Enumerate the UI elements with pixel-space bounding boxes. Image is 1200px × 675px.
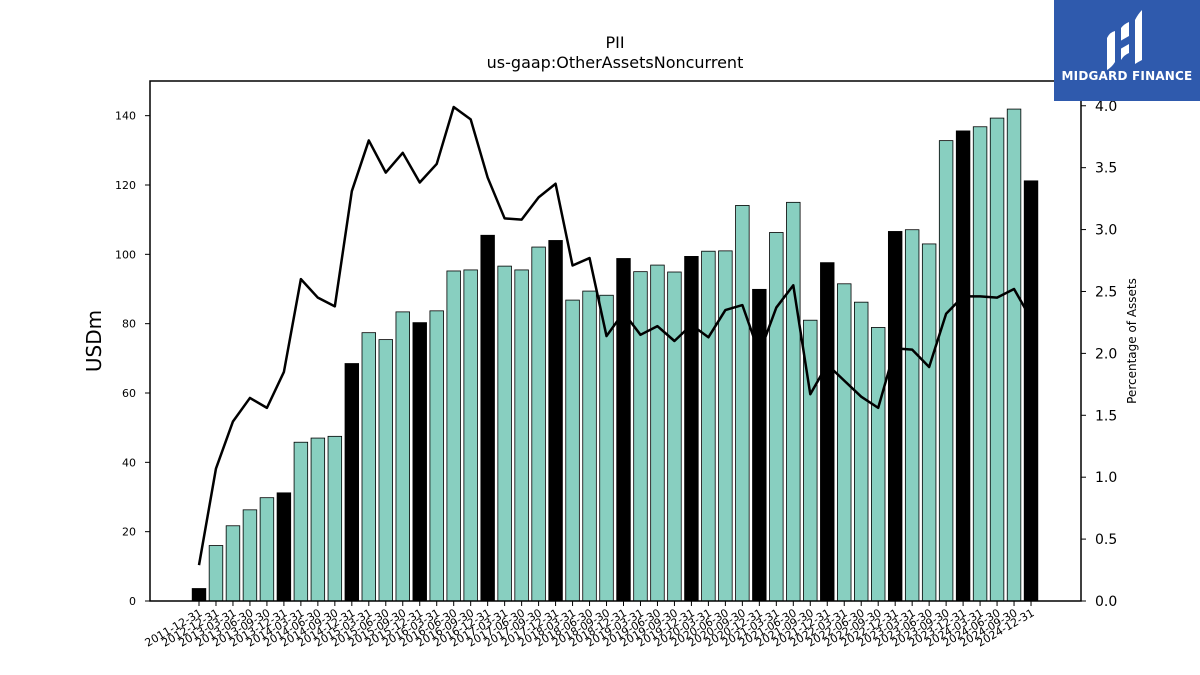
bar-2017-12-31 — [548, 240, 563, 602]
bar-2017-09-30 — [531, 246, 546, 602]
bar-2016-12-31 — [480, 234, 495, 602]
bar-2011-12-31 — [191, 588, 207, 602]
bar-2022-12-31 — [887, 231, 903, 602]
chart-subtitle: us-gaap:OtherAssetsNoncurrent — [487, 53, 744, 72]
bar-2020-09-30 — [735, 205, 750, 602]
y2-tick-label: 2.5 — [1095, 284, 1117, 300]
left-axis: 0 20 40 60 80 100 120 140 — [115, 110, 150, 608]
bar-2016-09-30 — [463, 269, 478, 602]
bar-2019-12-31 — [684, 256, 699, 602]
bar-2014-09-30 — [327, 435, 343, 602]
brand-logo: MIDGARD FINANCE — [1054, 0, 1200, 101]
y2-tick-label: 1.5 — [1095, 408, 1117, 424]
bar-2015-09-30 — [395, 311, 410, 602]
bar-2022-09-30 — [871, 327, 886, 602]
bar-2016-06-30 — [446, 270, 461, 602]
y2-tick-label: 3.5 — [1095, 161, 1117, 177]
bar-2015-12-31 — [412, 322, 427, 602]
bar-2021-06-30 — [786, 201, 801, 602]
y-tick-label: 20 — [122, 526, 136, 539]
bar-2014-12-31 — [344, 363, 360, 602]
y2-tick-label: 0.5 — [1095, 532, 1117, 548]
y2-tick-label: 2.0 — [1095, 346, 1117, 362]
y-axis-label: USDm — [82, 310, 106, 372]
logo-text: MIDGARD FINANCE — [1061, 69, 1193, 83]
bar-2013-03-31 — [225, 525, 241, 602]
bar-2015-03-31 — [361, 332, 377, 602]
bar-2018-09-30 — [599, 294, 614, 602]
bar-2020-03-31 — [701, 250, 716, 602]
bar-2018-06-30 — [582, 290, 597, 602]
bar-2017-03-31 — [497, 265, 512, 602]
percentage-line — [197, 105, 1033, 566]
bar-2017-06-30 — [514, 269, 529, 602]
bar-2018-12-31 — [616, 258, 631, 602]
x-axis: 2011-12-312012-12-312013-03-312013-06-30… — [143, 601, 1037, 650]
y-tick-label: 60 — [122, 387, 136, 400]
bar-2019-06-30 — [650, 264, 665, 602]
bar-2020-06-30 — [718, 250, 733, 602]
bar-2022-03-31 — [837, 283, 852, 602]
y-tick-label: 140 — [115, 110, 136, 123]
bar-2013-12-31 — [276, 492, 292, 602]
y2-tick-label: 1.0 — [1095, 470, 1117, 486]
bar-2021-12-31 — [820, 262, 835, 602]
y-tick-label: 80 — [122, 318, 136, 331]
bar-2019-09-30 — [667, 271, 682, 602]
bar-series — [191, 108, 1039, 602]
y2-axis-label: Percentage of Assets — [1125, 278, 1139, 404]
bar-2023-03-31 — [904, 229, 920, 602]
bar-2015-06-30 — [378, 339, 393, 602]
bar-2023-09-30 — [938, 140, 954, 602]
plot-frame — [149, 80, 1082, 602]
bar-2024-03-31 — [972, 126, 988, 602]
y-tick-label: 0 — [129, 595, 136, 608]
y2-tick-label: 0.0 — [1095, 594, 1117, 610]
bar-2024-09-30 — [1006, 108, 1022, 602]
bar-2024-12-31 — [1023, 180, 1039, 602]
bar-2018-03-31 — [565, 299, 580, 602]
bar-2014-03-31 — [293, 441, 309, 602]
bar-2023-06-30 — [921, 243, 937, 602]
bar-2012-12-31 — [208, 545, 224, 602]
bar-2023-12-31 — [955, 130, 971, 602]
bar-2021-03-31 — [769, 232, 784, 602]
chart-title: PII — [605, 33, 624, 52]
bar-2014-06-30 — [310, 437, 326, 602]
y-tick-label: 120 — [115, 179, 136, 192]
bar-2016-03-31 — [429, 310, 444, 602]
bar-2013-06-30 — [242, 509, 258, 602]
midgard-logo-icon — [1107, 10, 1142, 70]
right-axis: 0.0 0.5 1.0 1.5 2.0 2.5 3.0 3.5 4.0 — [1081, 99, 1117, 610]
y2-tick-label: 4.0 — [1095, 99, 1117, 115]
bar-2024-06-30 — [989, 117, 1005, 602]
bar-2013-09-30 — [259, 497, 275, 602]
y2-tick-label: 3.0 — [1095, 223, 1117, 239]
bar-2019-03-31 — [633, 271, 648, 602]
y-tick-label: 100 — [115, 248, 136, 261]
y-tick-label: 40 — [122, 456, 136, 469]
bar-2022-06-30 — [854, 301, 869, 602]
